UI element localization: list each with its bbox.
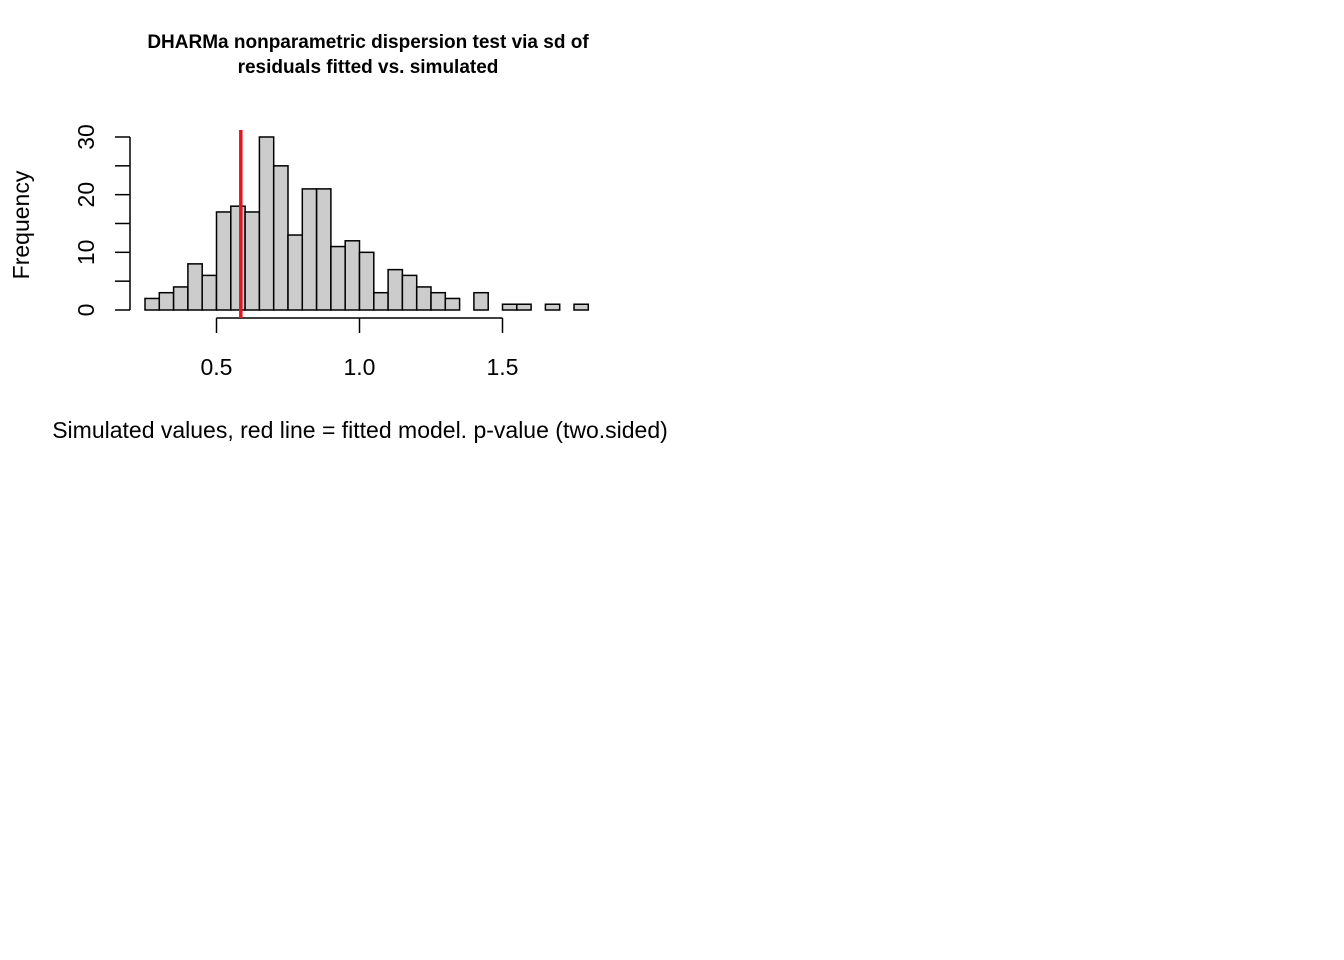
x-tick-label: 1.0 (344, 354, 376, 380)
y-tick-label: 20 (73, 182, 99, 208)
histogram-bar (516, 303, 532, 311)
histogram-bar (201, 274, 218, 311)
y-axis-label: Frequency (8, 170, 34, 279)
x-axis-label: Simulated values, red line = fitted mode… (52, 417, 668, 443)
histogram-bar (315, 188, 332, 311)
histogram-bar (573, 303, 590, 311)
histogram-bar (473, 291, 489, 311)
histogram-bar (230, 205, 246, 311)
histogram-bar (444, 297, 461, 311)
histogram-bar (344, 240, 361, 311)
chart-title-line-1: DHARMa nonparametric dispersion test via… (147, 32, 589, 53)
histogram-bar (544, 303, 561, 311)
histogram-bar (158, 291, 175, 311)
histogram-bar (373, 291, 389, 311)
histogram-bar (258, 136, 275, 311)
histogram-bar (301, 188, 318, 311)
histogram-bar (287, 234, 304, 311)
histogram-bar (244, 211, 261, 311)
histogram-bar (144, 297, 161, 311)
histogram-bar (172, 286, 189, 311)
histogram-bar (387, 268, 404, 311)
histogram-bar (272, 165, 289, 311)
x-tick-label: 0.5 (201, 354, 233, 380)
x-axis: 0.5 1.0 1.5 (201, 317, 519, 380)
x-tick-label: 1.5 (487, 354, 519, 380)
histogram-bar (187, 263, 203, 311)
histogram-bar (501, 303, 518, 311)
y-tick-label: 30 (73, 124, 99, 150)
histogram-bar (415, 286, 432, 311)
histogram-bar (215, 211, 232, 311)
y-tick-label: 10 (73, 240, 99, 266)
y-tick-label: 0 (73, 304, 99, 317)
histogram-bar (358, 251, 375, 311)
y-axis: 0 10 20 30 (73, 124, 131, 317)
histogram-bar (330, 245, 346, 311)
histogram-bars (144, 136, 590, 311)
histogram-bar (430, 291, 447, 311)
chart-title-line-2: residuals fitted vs. simulated (238, 57, 499, 78)
histogram-bar (401, 274, 418, 311)
